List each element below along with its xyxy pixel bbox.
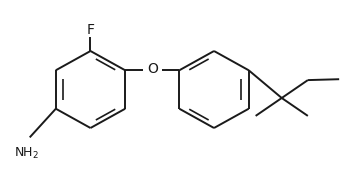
Text: O: O	[147, 62, 158, 76]
Text: F: F	[87, 23, 94, 37]
Text: NH$_2$: NH$_2$	[15, 146, 39, 161]
